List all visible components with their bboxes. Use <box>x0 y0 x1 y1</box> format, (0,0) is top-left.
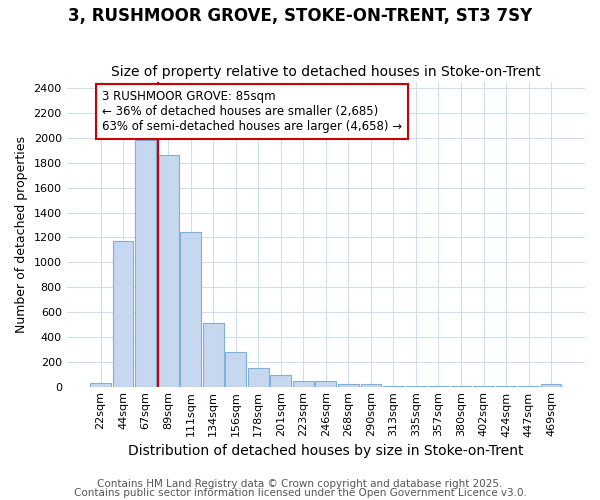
Bar <box>113 241 133 386</box>
Bar <box>158 156 179 386</box>
Bar <box>203 322 224 386</box>
Text: 3, RUSHMOOR GROVE, STOKE-ON-TRENT, ST3 7SY: 3, RUSHMOOR GROVE, STOKE-ON-TRENT, ST3 7… <box>68 8 532 26</box>
X-axis label: Distribution of detached houses by size in Stoke-on-Trent: Distribution of detached houses by size … <box>128 444 524 458</box>
Bar <box>90 384 111 386</box>
Y-axis label: Number of detached properties: Number of detached properties <box>15 136 28 333</box>
Text: 3 RUSHMOOR GROVE: 85sqm
← 36% of detached houses are smaller (2,685)
63% of semi: 3 RUSHMOOR GROVE: 85sqm ← 36% of detache… <box>102 90 402 133</box>
Text: Contains public sector information licensed under the Open Government Licence v3: Contains public sector information licen… <box>74 488 526 498</box>
Bar <box>248 368 269 386</box>
Bar <box>338 384 359 386</box>
Bar <box>271 376 291 386</box>
Bar <box>135 140 156 386</box>
Bar <box>226 352 246 386</box>
Bar <box>316 381 336 386</box>
Bar <box>293 381 314 386</box>
Bar <box>181 232 201 386</box>
Bar <box>541 384 562 386</box>
Bar <box>361 384 381 386</box>
Text: Contains HM Land Registry data © Crown copyright and database right 2025.: Contains HM Land Registry data © Crown c… <box>97 479 503 489</box>
Title: Size of property relative to detached houses in Stoke-on-Trent: Size of property relative to detached ho… <box>111 66 541 80</box>
